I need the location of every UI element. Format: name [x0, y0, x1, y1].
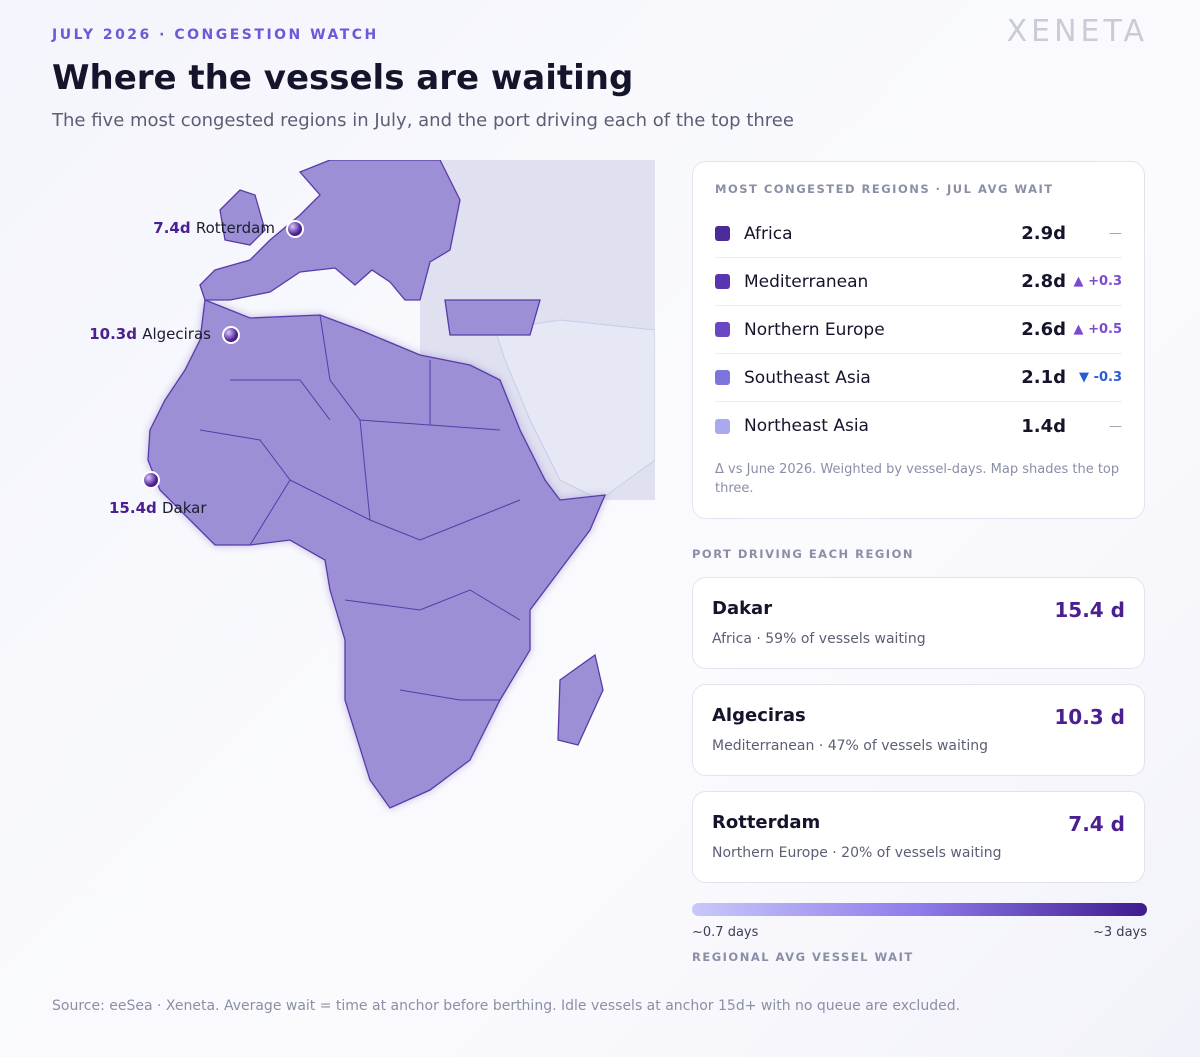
pin-label: 10.3d Algeciras — [89, 325, 211, 343]
region-delta: — — [1109, 226, 1122, 241]
pin-value: 15.4d — [109, 499, 157, 517]
region-delta: ▼ -0.3 — [1066, 370, 1122, 385]
pin-label: 7.4d Rotterdam — [153, 219, 275, 237]
pin — [222, 326, 240, 344]
region-wait: 1.4d — [1021, 415, 1066, 437]
region-delta: ▲ +0.5 — [1066, 322, 1122, 337]
pin-value: 10.3d — [89, 325, 137, 343]
port-name: Dakar — [712, 598, 773, 619]
source: Source: eeSea · Xeneta. Average wait = t… — [52, 998, 961, 1014]
port-detail: Africa · 59% of vessels waiting — [712, 631, 926, 647]
swatch — [715, 322, 730, 337]
pin-port: Dakar — [161, 499, 207, 517]
map — [142, 160, 655, 809]
port-detail: Northern Europe · 20% of vessels waiting — [712, 845, 1002, 861]
trend-arrow: ▼ — [1079, 370, 1094, 385]
region-name: Southeast Asia — [744, 367, 871, 388]
port-detail: Mediterranean · 47% of vessels waiting — [712, 738, 989, 754]
pin — [286, 220, 304, 238]
panel-heading: MOST CONGESTED REGIONS · JUL AVG WAIT — [715, 182, 1054, 196]
region-wait: 2.8d — [1021, 271, 1066, 292]
regions-panel: MOST CONGESTED REGIONS · JUL AVG WAIT Af… — [692, 161, 1145, 519]
trend-arrow: ▲ — [1073, 274, 1089, 289]
region-row: Northern Europe 2.6d ▲ +0.5 — [715, 306, 1122, 354]
swatch — [715, 418, 730, 434]
swatch — [715, 370, 730, 385]
delta-value: +0.5 — [1088, 322, 1122, 337]
port-wait: 15.4 d — [1054, 598, 1125, 622]
pin-port: Algeciras — [142, 325, 211, 343]
section-heading: PORT DRIVING EACH REGION — [692, 547, 914, 561]
port-wait: 10.3 d — [1054, 705, 1125, 729]
color-scale — [692, 903, 1147, 916]
region-name: Africa — [744, 223, 793, 244]
region-wait: 2.9d — [1021, 223, 1066, 244]
delta-value: -0.3 — [1093, 370, 1122, 385]
region-row: Northeast Asia 1.4d — — [715, 402, 1122, 450]
scale-min: ~0.7 days — [692, 925, 759, 940]
port-card: Algeciras 10.3 d Mediterranean · 47% of ve… — [692, 684, 1145, 776]
region-row: Africa 2.9d — — [715, 210, 1122, 258]
pin — [142, 471, 160, 489]
title: Where the vessels are waiting — [52, 58, 634, 98]
region-wait: 2.6d — [1021, 319, 1066, 340]
port-wait: 7.4 d — [1068, 812, 1125, 836]
kicker: JULY 2026 · CONGESTION WATCH — [52, 27, 379, 43]
region-name: Mediterranean — [744, 271, 869, 292]
port-card: Rotterdam 7.4 d Northern Europe · 20% of v… — [692, 791, 1145, 883]
region-row: Southeast Asia 2.1d ▼ -0.3 — [715, 354, 1122, 402]
region-delta: — — [1109, 418, 1122, 434]
port-name: Algeciras — [712, 705, 806, 726]
delta-value: +0.3 — [1088, 274, 1122, 289]
swatch — [715, 274, 730, 289]
region-name: Northern Europe — [744, 319, 885, 340]
region-row: Mediterranean 2.8d ▲ +0.3 — [715, 258, 1122, 306]
region-name: Northeast Asia — [744, 416, 869, 436]
logo: XENETA — [1006, 14, 1148, 49]
subtitle: The five most congested regions in July,… — [52, 110, 794, 131]
note: Δ vs June 2026. Weighted by vessel-days.… — [715, 462, 1120, 496]
port-card: Dakar 15.4 d Africa · 59% of vessels waiti… — [692, 577, 1145, 669]
swatch — [715, 226, 730, 241]
pin-port: Rotterdam — [195, 219, 275, 237]
scale-label: REGIONAL AVG VESSEL WAIT — [692, 950, 914, 964]
region-wait: 2.1d — [1021, 367, 1066, 388]
region-rows: Africa 2.9d — Mediterranean 2.8d ▲ +0.3 Northe… — [715, 210, 1122, 450]
trend-arrow: ▲ — [1073, 322, 1089, 337]
port-name: Rotterdam — [712, 812, 821, 833]
scale-max: ~3 days — [1093, 925, 1147, 940]
region-delta: ▲ +0.3 — [1066, 274, 1122, 289]
pins — [142, 220, 304, 489]
pin-label: 15.4d Dakar — [109, 499, 207, 517]
pin-value: 7.4d — [153, 219, 191, 237]
